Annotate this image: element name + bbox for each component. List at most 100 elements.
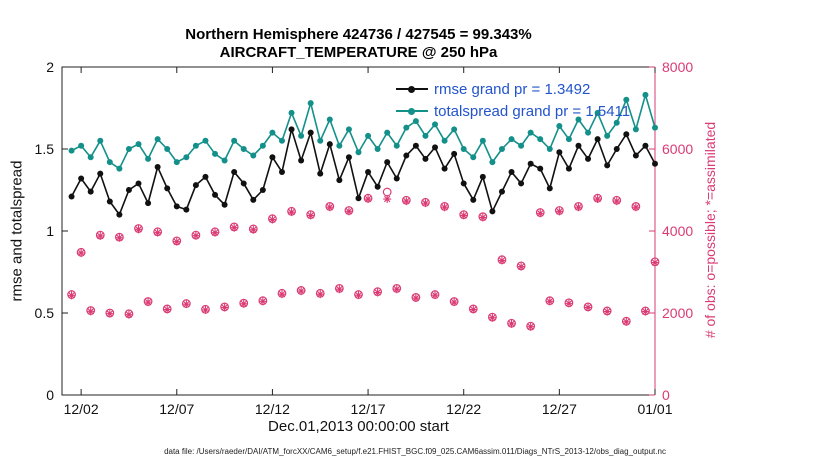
totalspread-marker bbox=[269, 129, 276, 136]
left-y-tick-label: 2 bbox=[46, 59, 54, 75]
right-y-tick-label: 4000 bbox=[662, 223, 693, 239]
rmse-marker bbox=[336, 177, 343, 184]
legend-item-rmse: rmse grand pr = 1.3492 bbox=[396, 78, 630, 100]
rmse-marker bbox=[355, 195, 362, 202]
totalspread-marker bbox=[221, 157, 228, 164]
rmse-marker bbox=[212, 191, 219, 198]
rmse-series bbox=[68, 126, 658, 218]
x-tick-label: 12/27 bbox=[542, 401, 577, 417]
obs_assimilated-marker bbox=[96, 231, 105, 240]
rmse-marker bbox=[345, 154, 352, 161]
totalspread-marker bbox=[307, 100, 314, 107]
totalspread-marker bbox=[326, 116, 333, 123]
chart-subtitle: AIRCRAFT_TEMPERATURE @ 250 hPa bbox=[219, 44, 498, 61]
left-y-tick-label: 1 bbox=[46, 223, 54, 239]
totalspread-marker bbox=[78, 142, 85, 149]
x-tick-label: 12/22 bbox=[446, 401, 481, 417]
totalspread-marker bbox=[250, 152, 257, 159]
totalspread-marker bbox=[432, 121, 439, 128]
obs_assimilated-marker bbox=[402, 197, 411, 206]
rmse-marker bbox=[470, 196, 477, 203]
obs_assimilated-marker bbox=[517, 262, 526, 271]
rmse-marker bbox=[231, 168, 238, 175]
right-y-tick-label: 0 bbox=[662, 387, 670, 403]
obs_assimilated-marker bbox=[421, 199, 430, 208]
totalspread-marker bbox=[642, 91, 649, 98]
obs_assimilated-marker bbox=[459, 211, 468, 220]
totalspread-marker bbox=[422, 132, 429, 139]
x-tick-label: 12/12 bbox=[255, 401, 290, 417]
rmse-line-marker-icon bbox=[396, 85, 428, 94]
rmse-marker bbox=[269, 154, 276, 161]
totalspread-marker bbox=[374, 146, 381, 152]
rmse-marker bbox=[365, 168, 372, 175]
totalspread-marker bbox=[97, 137, 104, 144]
obs_assimilated-marker bbox=[287, 208, 296, 217]
totalspread-marker bbox=[575, 116, 582, 123]
totalspread-marker bbox=[489, 159, 496, 166]
right-y-tick-label: 2000 bbox=[662, 305, 693, 321]
rmse-marker bbox=[192, 182, 199, 189]
obs_assimilated-marker bbox=[67, 291, 76, 300]
data-file-caption: data file: /Users/raeder/DAI/ATM_forcXX/… bbox=[164, 447, 666, 456]
totalspread-marker bbox=[68, 147, 75, 154]
totalspread-marker bbox=[173, 159, 180, 166]
totalspread-marker bbox=[145, 155, 152, 162]
obs_assimilated-marker bbox=[230, 223, 239, 232]
totalspread-marker bbox=[125, 146, 132, 152]
rmse-marker bbox=[642, 142, 649, 149]
obs_assimilated-marker bbox=[383, 195, 392, 204]
rmse-marker bbox=[623, 131, 630, 138]
totalspread-marker bbox=[164, 146, 171, 152]
totalspread-marker bbox=[527, 129, 534, 136]
rmse-marker bbox=[451, 150, 458, 157]
obs_assimilated-marker bbox=[622, 317, 631, 326]
totalspread-marker bbox=[278, 137, 285, 144]
rmse-marker bbox=[173, 203, 180, 210]
obs_assimilated-marker bbox=[124, 310, 133, 319]
rmse-marker bbox=[307, 129, 314, 136]
totalspread-marker bbox=[498, 146, 505, 152]
rmse-marker bbox=[154, 164, 161, 171]
rmse-marker bbox=[317, 170, 324, 177]
legend-item-totalspread: totalspread grand pr = 1.5411 bbox=[396, 100, 630, 122]
rmse-marker bbox=[604, 162, 611, 169]
obs_assimilated-series bbox=[67, 195, 659, 331]
rmse-marker bbox=[393, 175, 400, 182]
obs_assimilated-marker bbox=[325, 203, 334, 212]
obs_assimilated-marker bbox=[478, 213, 487, 222]
rmse-marker bbox=[527, 160, 534, 167]
chart-title: Northern Hemisphere 424736 / 427545 = 99… bbox=[185, 26, 532, 43]
totalspread-marker bbox=[632, 126, 639, 133]
totalspread-marker bbox=[345, 126, 352, 133]
rmse-marker bbox=[546, 185, 553, 192]
obs_assimilated-marker bbox=[258, 297, 267, 306]
obs_assimilated-marker bbox=[488, 313, 497, 322]
x-tick-label: 12/02 bbox=[64, 401, 99, 417]
rmse-marker bbox=[298, 157, 305, 164]
rmse-marker bbox=[135, 180, 142, 187]
legend-dot bbox=[408, 85, 415, 93]
x-tick-label: 01/01 bbox=[637, 401, 672, 417]
totalspread-marker bbox=[441, 137, 448, 144]
legend-label-totalspread: totalspread grand pr = 1.5411 bbox=[434, 102, 631, 120]
totalspread-marker bbox=[106, 159, 113, 166]
totalspread-marker bbox=[518, 142, 525, 149]
rmse-marker bbox=[412, 142, 419, 149]
obs_assimilated-marker bbox=[201, 305, 210, 314]
totalspread-marker bbox=[317, 137, 324, 144]
right-y-tick-label: 8000 bbox=[662, 59, 693, 75]
obs_assimilated-marker bbox=[344, 207, 353, 216]
rmse-marker bbox=[613, 146, 620, 152]
rmse-marker bbox=[259, 187, 266, 193]
obs_assimilated-marker bbox=[373, 288, 382, 297]
x-tick-label: 12/17 bbox=[351, 401, 386, 417]
obs_assimilated-marker bbox=[584, 303, 593, 312]
obs_assimilated-marker bbox=[182, 300, 191, 309]
rmse-marker bbox=[87, 188, 94, 195]
obs_assimilated-marker bbox=[593, 195, 602, 204]
rmse-marker bbox=[97, 170, 104, 177]
totalspread-marker bbox=[384, 129, 391, 136]
rmse-marker bbox=[278, 168, 285, 175]
right-y-tick-label: 6000 bbox=[662, 141, 693, 157]
